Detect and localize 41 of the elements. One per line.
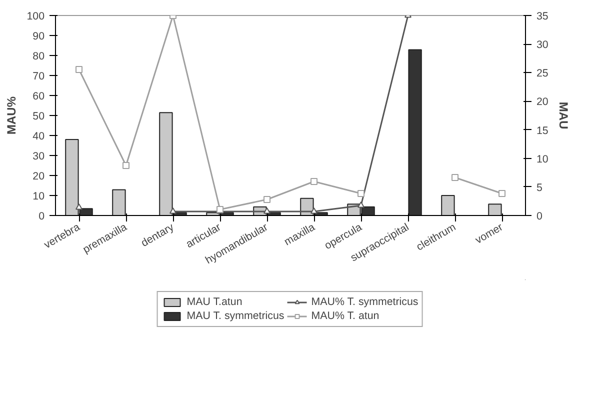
y2-tick-label: 10 [536,153,548,166]
point [76,204,82,210]
y2-tick-label: 15 [536,124,548,137]
legend-label: MAU T.atun [186,296,242,308]
y-tick-label: 10 [32,190,45,202]
y2-axis-title: MAU [556,102,570,130]
y2-tick-label: 5 [536,182,542,194]
point [264,208,270,214]
y-tick-label: 30 [32,150,45,162]
y-tick-label: 0 [38,210,45,222]
legend-label: MAU% T. symmetricus [311,296,418,308]
y2-tick-label: 20 [536,96,548,108]
point [310,208,318,214]
y2-tick-label: 35 [536,10,548,22]
y-tick-label: 100 [26,10,45,22]
bar [441,195,455,216]
bar [408,49,422,216]
point [76,66,82,73]
bar [112,189,126,216]
y-axis-title: MAU% [4,96,19,134]
point [358,202,364,208]
legend-label: MAU T. symmetricus [186,310,284,322]
y-tick-label: 80 [32,50,45,62]
point [310,178,318,185]
legend-label: MAU% T. atun [311,310,380,322]
point [452,174,458,181]
y-tick-label: 40 [32,130,45,142]
point [264,196,270,203]
point [498,190,506,197]
y2-tick-label: 30 [536,39,548,52]
y-tick-label: 70 [32,70,45,82]
y-tick-label: 20 [32,170,45,182]
y2-tick-label: 25 [536,68,548,80]
point [170,208,176,214]
y-tick-label: 90 [32,30,45,42]
point [122,162,130,169]
y-tick-label: 50 [32,110,45,122]
bar [488,204,502,216]
y2-tick-label: 0 [536,210,542,222]
point [358,190,364,197]
y-tick-label: 60 [32,90,45,102]
